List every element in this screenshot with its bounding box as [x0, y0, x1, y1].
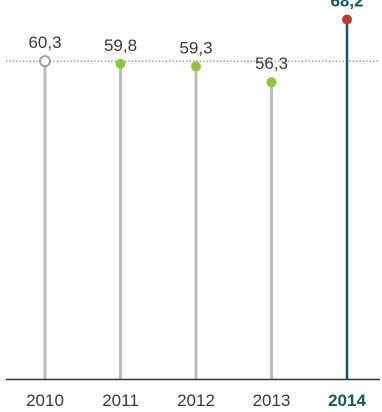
label-layer: 60,3 2010 59,8 2011 59,3 2012 56,3 2013 68,2 2014 — [26, 0, 366, 410]
value-label-2014: 68,2 — [330, 0, 363, 10]
point-2011 — [115, 58, 126, 69]
tick-label-2010: 2010 — [26, 391, 64, 410]
point-2013 — [266, 77, 277, 88]
tick-label-2013: 2013 — [253, 391, 291, 410]
value-label-2013: 56,3 — [255, 54, 288, 73]
value-label-2010: 60,3 — [28, 33, 61, 52]
value-label-2011: 59,8 — [104, 36, 137, 55]
point-2010 — [39, 55, 51, 68]
tick-label-2012: 2012 — [177, 391, 215, 410]
value-label-2012: 59,3 — [179, 38, 212, 57]
tick-label-2014: 2014 — [328, 391, 366, 410]
point-2012 — [191, 61, 201, 72]
point-layer — [39, 14, 352, 88]
point-2014 — [342, 14, 352, 25]
tick-label-2011: 2011 — [102, 391, 139, 410]
stem-layer — [43, 19, 349, 379]
